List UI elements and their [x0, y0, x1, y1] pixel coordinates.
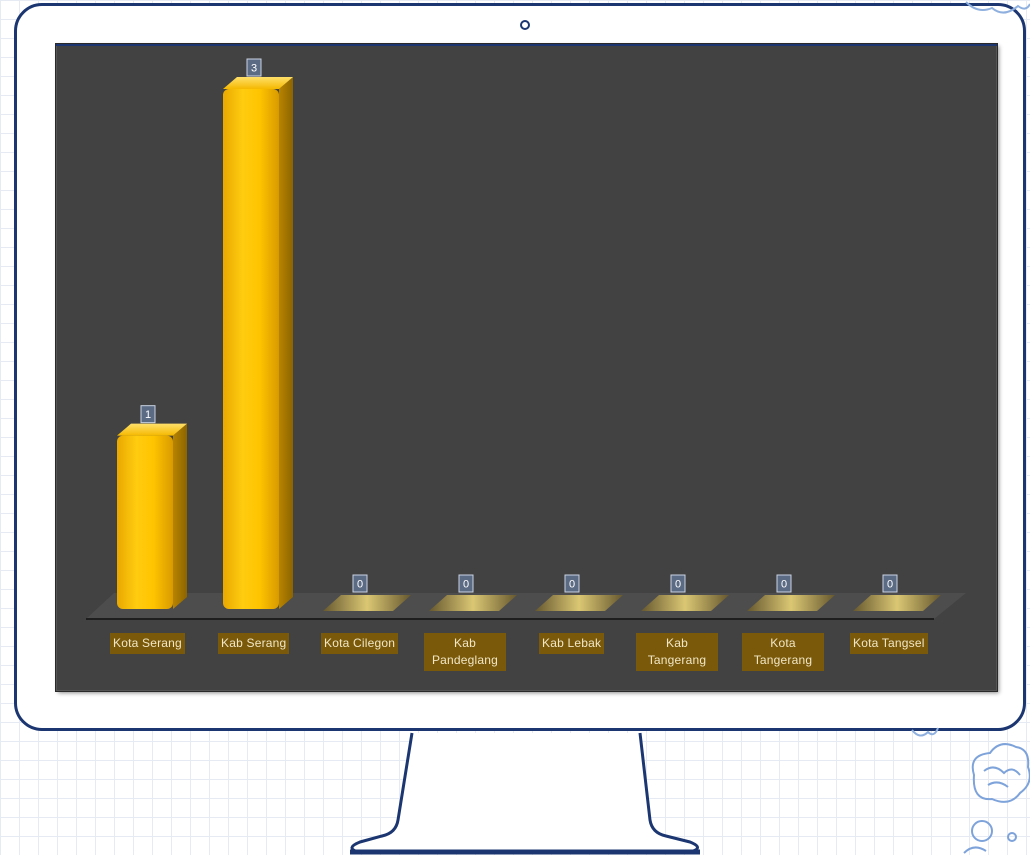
bar: [641, 595, 729, 611]
bar: [747, 595, 835, 611]
bar: [535, 595, 623, 611]
svg-text:1: 1: [145, 409, 151, 421]
bar: [429, 595, 517, 611]
x-tick-label: Kab Pandeglang: [424, 633, 506, 671]
brain-doodle-icon: [965, 1, 1030, 14]
column-chart: 1 3 0 0 0 0 0 0: [86, 58, 966, 620]
svg-text:0: 0: [463, 579, 469, 591]
svg-text:0: 0: [569, 579, 575, 591]
x-tick-label: Kab Serang: [218, 633, 290, 654]
svg-text:0: 0: [781, 579, 787, 591]
bar: [117, 423, 187, 609]
bar: [223, 77, 293, 609]
x-tick-label: Kota Cilegon: [321, 633, 399, 654]
x-tick-label: Kota Tangerang: [742, 633, 824, 671]
x-tick-label: Kota Serang: [110, 633, 185, 654]
brain-doodle-icon: [963, 743, 1030, 854]
chart-floor: [86, 593, 966, 619]
data-label: 3: [246, 58, 262, 77]
x-tick-label: Kab Tangerang: [636, 633, 718, 671]
svg-text:3: 3: [251, 63, 257, 75]
brain-doodle-icon: [911, 727, 939, 737]
bar: [323, 595, 411, 611]
webcam-dot: [520, 20, 530, 30]
svg-text:0: 0: [357, 579, 363, 591]
svg-text:0: 0: [887, 579, 893, 591]
data-label: 0: [564, 574, 580, 593]
x-tick-label: Kab Lebak: [539, 633, 605, 654]
bar: [853, 595, 941, 611]
data-label: 0: [776, 574, 792, 593]
data-label: 0: [458, 574, 474, 593]
data-label: 1: [140, 405, 156, 424]
svg-text:0: 0: [675, 579, 681, 591]
data-label: 0: [670, 574, 686, 593]
x-tick-label: Kota Tangsel: [850, 633, 928, 654]
data-label: 0: [352, 574, 368, 593]
chart-plot-area: 1 3 0 0 0 0 0 0 Kota Serang Kab Serang Kota Cileg…: [56, 44, 997, 691]
data-label: 0: [882, 574, 898, 593]
